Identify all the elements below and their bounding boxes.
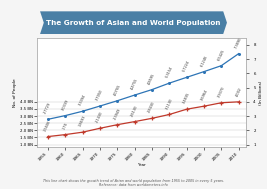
Text: 3.3394: 3.3394 — [78, 94, 87, 107]
Text: The Growth of Asian and World Population: The Growth of Asian and World Population — [46, 20, 221, 26]
Text: 4.002: 4.002 — [235, 86, 243, 97]
Text: 5.3154: 5.3154 — [165, 66, 174, 79]
Text: 2.8430: 2.8430 — [147, 101, 156, 114]
Text: 4.4755: 4.4755 — [130, 78, 139, 91]
Text: 1.8693: 1.8693 — [78, 115, 87, 128]
Y-axis label: (In Billions): (In Billions) — [258, 81, 262, 105]
Text: 2.6130: 2.6130 — [130, 104, 139, 117]
Text: 4.0765: 4.0765 — [113, 83, 122, 96]
Y-axis label: No. of People: No. of People — [13, 78, 17, 107]
Text: 7.3890: 7.3890 — [234, 36, 243, 49]
Text: 3.6964: 3.6964 — [199, 89, 209, 102]
X-axis label: Year: Year — [137, 163, 146, 167]
Text: 5.7224: 5.7224 — [182, 60, 191, 73]
Text: 3.0339: 3.0339 — [61, 98, 70, 111]
Text: 2.3949: 2.3949 — [113, 107, 122, 120]
Text: 6.1246: 6.1246 — [199, 54, 209, 67]
Text: 1.76: 1.76 — [62, 121, 69, 130]
Polygon shape — [40, 11, 227, 34]
Text: 3.9370: 3.9370 — [217, 85, 226, 98]
Text: 3.7050: 3.7050 — [95, 89, 104, 101]
Text: 2.7729: 2.7729 — [43, 102, 52, 115]
Text: 1.5606: 1.5606 — [43, 119, 52, 132]
Text: 6.5425: 6.5425 — [217, 48, 226, 61]
Text: 3.1130: 3.1130 — [165, 97, 174, 110]
Text: 4.8595: 4.8595 — [147, 72, 156, 85]
Text: This line chart shows the growth trend of Asian and world population from 1955 t: This line chart shows the growth trend o… — [43, 178, 224, 187]
Text: 2.1430: 2.1430 — [95, 111, 104, 124]
Text: 3.4835: 3.4835 — [182, 92, 191, 105]
Text: The Growth of Asian and World Population: The Growth of Asian and World Population — [46, 20, 221, 26]
